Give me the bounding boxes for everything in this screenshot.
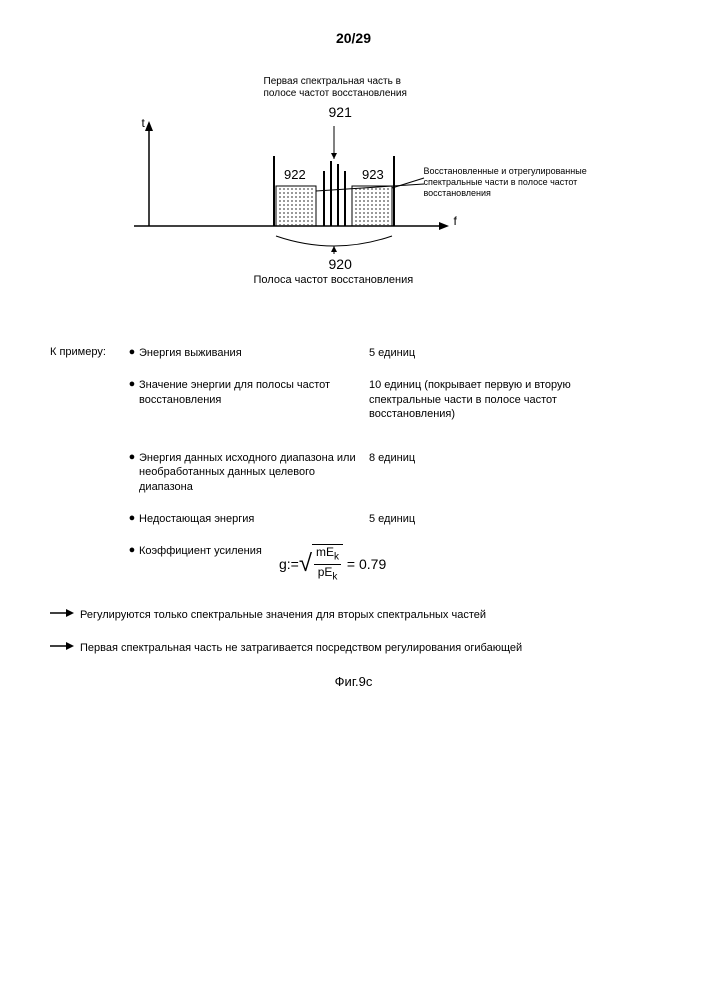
- example-value: 5 единиц: [369, 346, 619, 360]
- frac-num-sub: k: [334, 552, 339, 563]
- frac-den-sub: k: [332, 571, 337, 582]
- diagram-top-label: Первая спектральная часть в полосе часто…: [264, 76, 407, 100]
- bullet-icon: ●: [125, 346, 139, 358]
- spectrum-chart: 922 923: [134, 116, 464, 266]
- formula-result: = 0.79: [347, 555, 386, 573]
- ref-923-text: 923: [362, 167, 384, 182]
- formula: g:= √ mEk pEk = 0.79: [279, 544, 529, 583]
- figure-label: Фиг.9c: [50, 674, 657, 689]
- bullet-icon: ●: [125, 378, 139, 390]
- example-item: Недостающая энергия: [139, 512, 369, 526]
- arrows-block: Регулируются только спектральные значени…: [50, 608, 657, 654]
- ref-922-text: 922: [284, 167, 306, 182]
- example-item: Значение энергии для полосы частот восст…: [139, 378, 369, 407]
- example-header: К примеру:: [50, 346, 125, 358]
- frac-num: mE: [316, 545, 334, 559]
- example-value: 5 единиц: [369, 512, 619, 526]
- diagram-bottom-label: Полоса частот восстановления: [254, 274, 414, 286]
- frac-den: pE: [318, 565, 333, 579]
- sqrt-icon: √: [299, 552, 312, 576]
- example-item: Коэффициент усиления: [139, 544, 279, 558]
- example-item: Энергия данных исходного диапазона или н…: [139, 451, 369, 494]
- diagram-container: Первая спектральная часть в полосе часто…: [104, 76, 604, 336]
- bullet-icon: ●: [125, 451, 139, 463]
- page-number: 20/29: [50, 30, 657, 46]
- top-label-line1: Первая спектральная часть в: [264, 76, 401, 87]
- arrow-text: Регулируются только спектральные значени…: [80, 609, 486, 621]
- arrow-icon: [50, 641, 80, 654]
- example-item: Энергия выживания: [139, 346, 369, 360]
- top-label-line2: полосе частот восстановления: [264, 88, 407, 99]
- bullet-icon: ●: [125, 512, 139, 524]
- bullet-icon: ●: [125, 544, 139, 556]
- example-value: 10 единиц (покрывает первую и вторую спе…: [369, 378, 619, 421]
- arrow-text: Первая спектральная часть не затрагивает…: [80, 642, 522, 654]
- formula-lhs: g:=: [279, 555, 299, 573]
- arrow-icon: [50, 608, 80, 621]
- example-block: К примеру: ● Энергия выживания 5 единиц …: [50, 346, 657, 583]
- example-value: 8 единиц: [369, 451, 619, 465]
